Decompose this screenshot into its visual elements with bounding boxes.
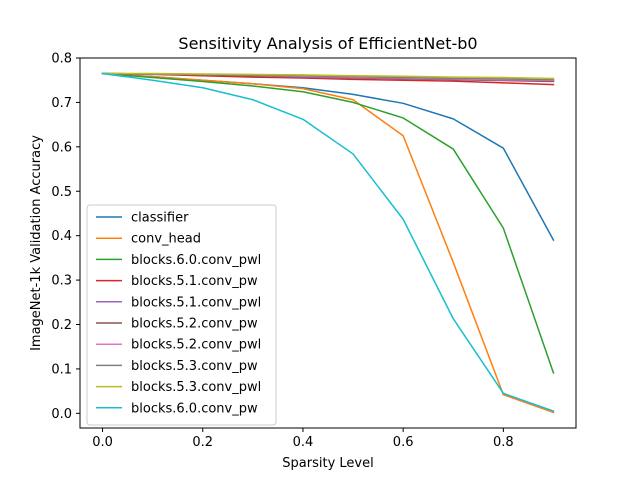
y-tick-label: 0.6 [51, 140, 72, 155]
legend-label: blocks.5.1.conv_pwl [131, 295, 261, 310]
legend: classifier conv_head blocks.6.0.conv_pwlbl… [86, 204, 277, 426]
x-tick-label: 0.2 [192, 435, 213, 450]
y-axis-label: ImageNet-1k Validation Accuracy [29, 135, 44, 351]
y-axis: 0.0 0.1 0.2 0.3 0.4 0.5 0.6 0.7 0.8 [51, 52, 80, 422]
series-line-9 [101, 72, 555, 413]
y-tick-label: 0.3 [51, 274, 72, 289]
legend-label: blocks.6.0.conv_pwl [131, 253, 261, 268]
series-line-1 [101, 72, 555, 414]
legend-label: blocks.6.0.conv_pw [131, 401, 258, 416]
y-tick-label: 0.2 [51, 318, 72, 333]
series-line-8 [101, 72, 555, 80]
chart-title: Sensitivity Analysis of EfficientNet-b0 [178, 34, 477, 53]
x-axis-label: Sparsity Level [282, 456, 373, 471]
legend-box [86, 204, 277, 426]
y-tick-label: 0.5 [51, 185, 72, 200]
legend-label: blocks.5.1.conv_pw [131, 274, 258, 289]
legend-label: conv_head [131, 232, 201, 247]
series-layer [101, 72, 555, 414]
x-tick-label: 0.4 [293, 435, 314, 450]
y-tick-label: 0.7 [51, 96, 72, 111]
legend-label: blocks.5.2.conv_pwl [131, 338, 261, 353]
legend-label: classifier [131, 211, 189, 226]
y-tick-label: 0.4 [51, 229, 72, 244]
x-tick-label: 0.8 [493, 435, 514, 450]
x-axis: 0.0 0.2 0.4 0.6 0.8 [92, 428, 514, 450]
legend-label: blocks.5.2.conv_pw [131, 317, 258, 332]
y-tick-label: 0.0 [51, 407, 72, 422]
y-tick-label: 0.1 [51, 362, 72, 377]
legend-label: blocks.5.3.conv_pwl [131, 380, 261, 395]
y-tick-label: 0.8 [51, 52, 72, 67]
x-tick-label: 0.6 [393, 435, 414, 450]
x-tick-label: 0.0 [92, 435, 113, 450]
series-line-2 [101, 72, 555, 374]
plot-frame [79, 57, 577, 429]
legend-label: blocks.5.3.conv_pw [131, 359, 258, 374]
